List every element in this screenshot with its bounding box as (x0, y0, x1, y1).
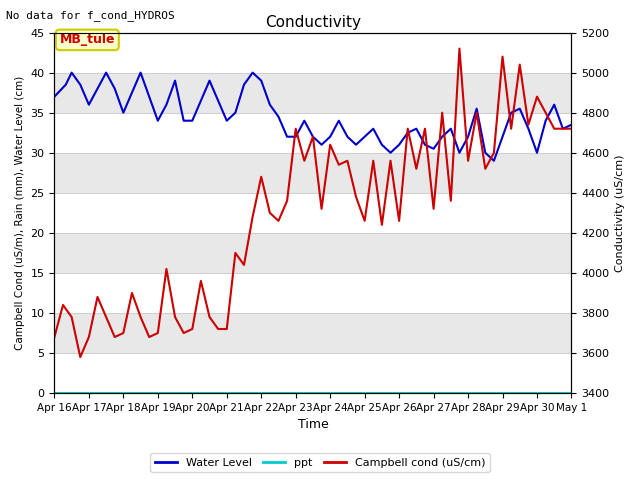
Bar (54, 193, 572, 233)
Text: No data for f_cond_HYDROS: No data for f_cond_HYDROS (6, 10, 175, 21)
Bar (54, 33, 572, 72)
Bar (54, 233, 572, 273)
Bar (54, 273, 572, 313)
Bar (54, 113, 572, 153)
Y-axis label: Conductivity (uS/cm): Conductivity (uS/cm) (615, 154, 625, 272)
Bar (54, 313, 572, 353)
Bar (54, 72, 572, 113)
X-axis label: Time: Time (298, 419, 328, 432)
Y-axis label: Campbell Cond (uS/m), Rain (mm), Water Level (cm): Campbell Cond (uS/m), Rain (mm), Water L… (15, 76, 25, 350)
Title: Conductivity: Conductivity (265, 15, 361, 30)
Legend: Water Level, ppt, Campbell cond (uS/cm): Water Level, ppt, Campbell cond (uS/cm) (150, 453, 490, 472)
Bar (54, 353, 572, 393)
Text: MB_tule: MB_tule (60, 34, 115, 47)
Bar (54, 153, 572, 193)
